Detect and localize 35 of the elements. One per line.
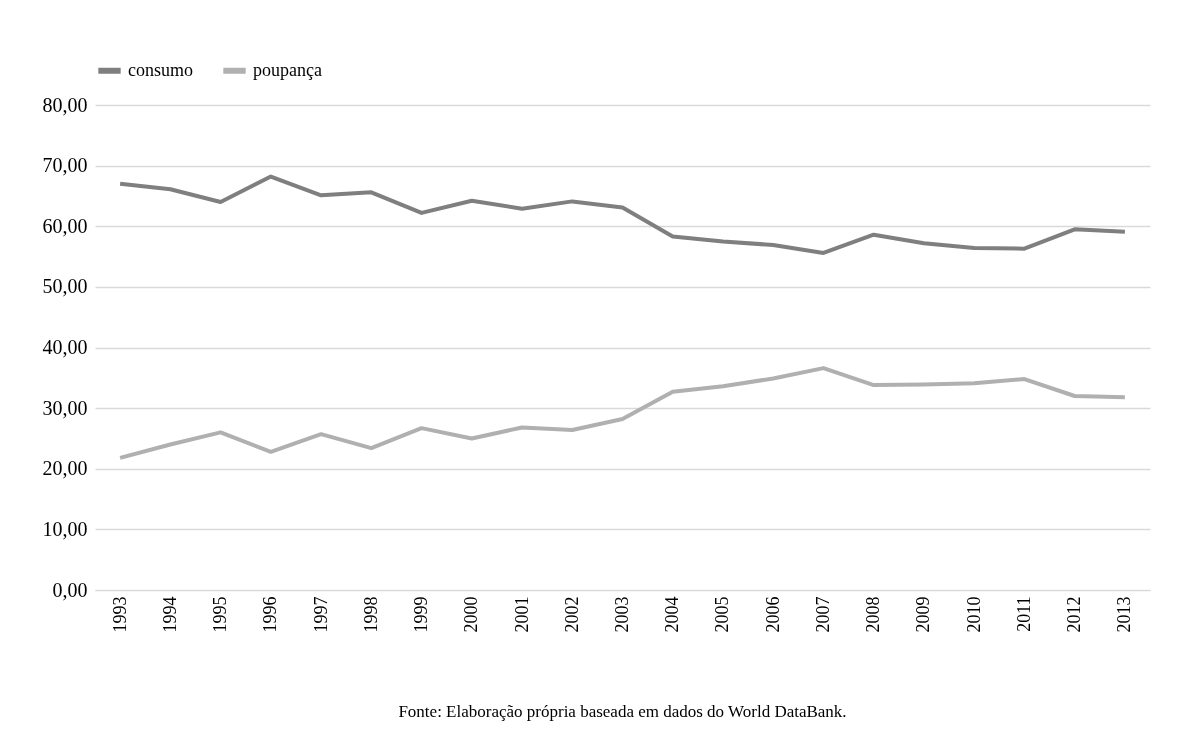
x-tick-label: 2000 xyxy=(461,596,482,633)
x-tick-label: 2008 xyxy=(863,596,884,633)
y-tick-label: 50,00 xyxy=(42,275,88,298)
x-tick-label: 2012 xyxy=(1064,596,1085,633)
y-tick-label: 10,00 xyxy=(42,517,88,540)
x-tick-label: 1999 xyxy=(411,596,432,633)
x-tick-label: 2010 xyxy=(963,596,984,633)
y-tick-label: 80,00 xyxy=(42,93,88,116)
y-tick-label: 0,00 xyxy=(52,578,88,601)
y-tick-label: 70,00 xyxy=(42,154,88,177)
y-tick-label: 20,00 xyxy=(42,457,88,480)
x-tick-label: 2001 xyxy=(511,596,532,633)
source-note: Fonte: Elaboração própria baseada em dados do World DataBank. xyxy=(398,702,847,721)
x-tick-label: 1993 xyxy=(109,596,130,633)
x-tick-label: 1996 xyxy=(260,596,281,633)
x-tick-label: 2003 xyxy=(612,596,632,633)
x-tick-label: 1997 xyxy=(310,596,331,633)
x-tick-label: 2013 xyxy=(1114,596,1135,633)
y-tick-label: 40,00 xyxy=(42,336,88,358)
line-series xyxy=(118,366,1127,460)
x-tick-label: 1995 xyxy=(210,596,231,633)
y-tick-label: 60,00 xyxy=(42,214,88,237)
x-tick-label: 1994 xyxy=(159,596,180,633)
x-tick-label: 2007 xyxy=(812,596,833,633)
legend-label: consumo xyxy=(128,59,193,80)
x-tick-label: 2005 xyxy=(712,596,733,633)
x-tick-label: 1998 xyxy=(360,596,381,633)
y-tick-label: 30,00 xyxy=(42,396,88,419)
x-tick-label: 2009 xyxy=(913,596,934,633)
line-series xyxy=(118,174,1127,255)
x-tick-label: 2004 xyxy=(662,596,683,633)
legend-label: poupança xyxy=(253,59,322,80)
x-tick-label: 2011 xyxy=(1013,596,1034,632)
x-tick-label: 2006 xyxy=(762,596,783,633)
x-tick-label: 2002 xyxy=(561,596,582,633)
